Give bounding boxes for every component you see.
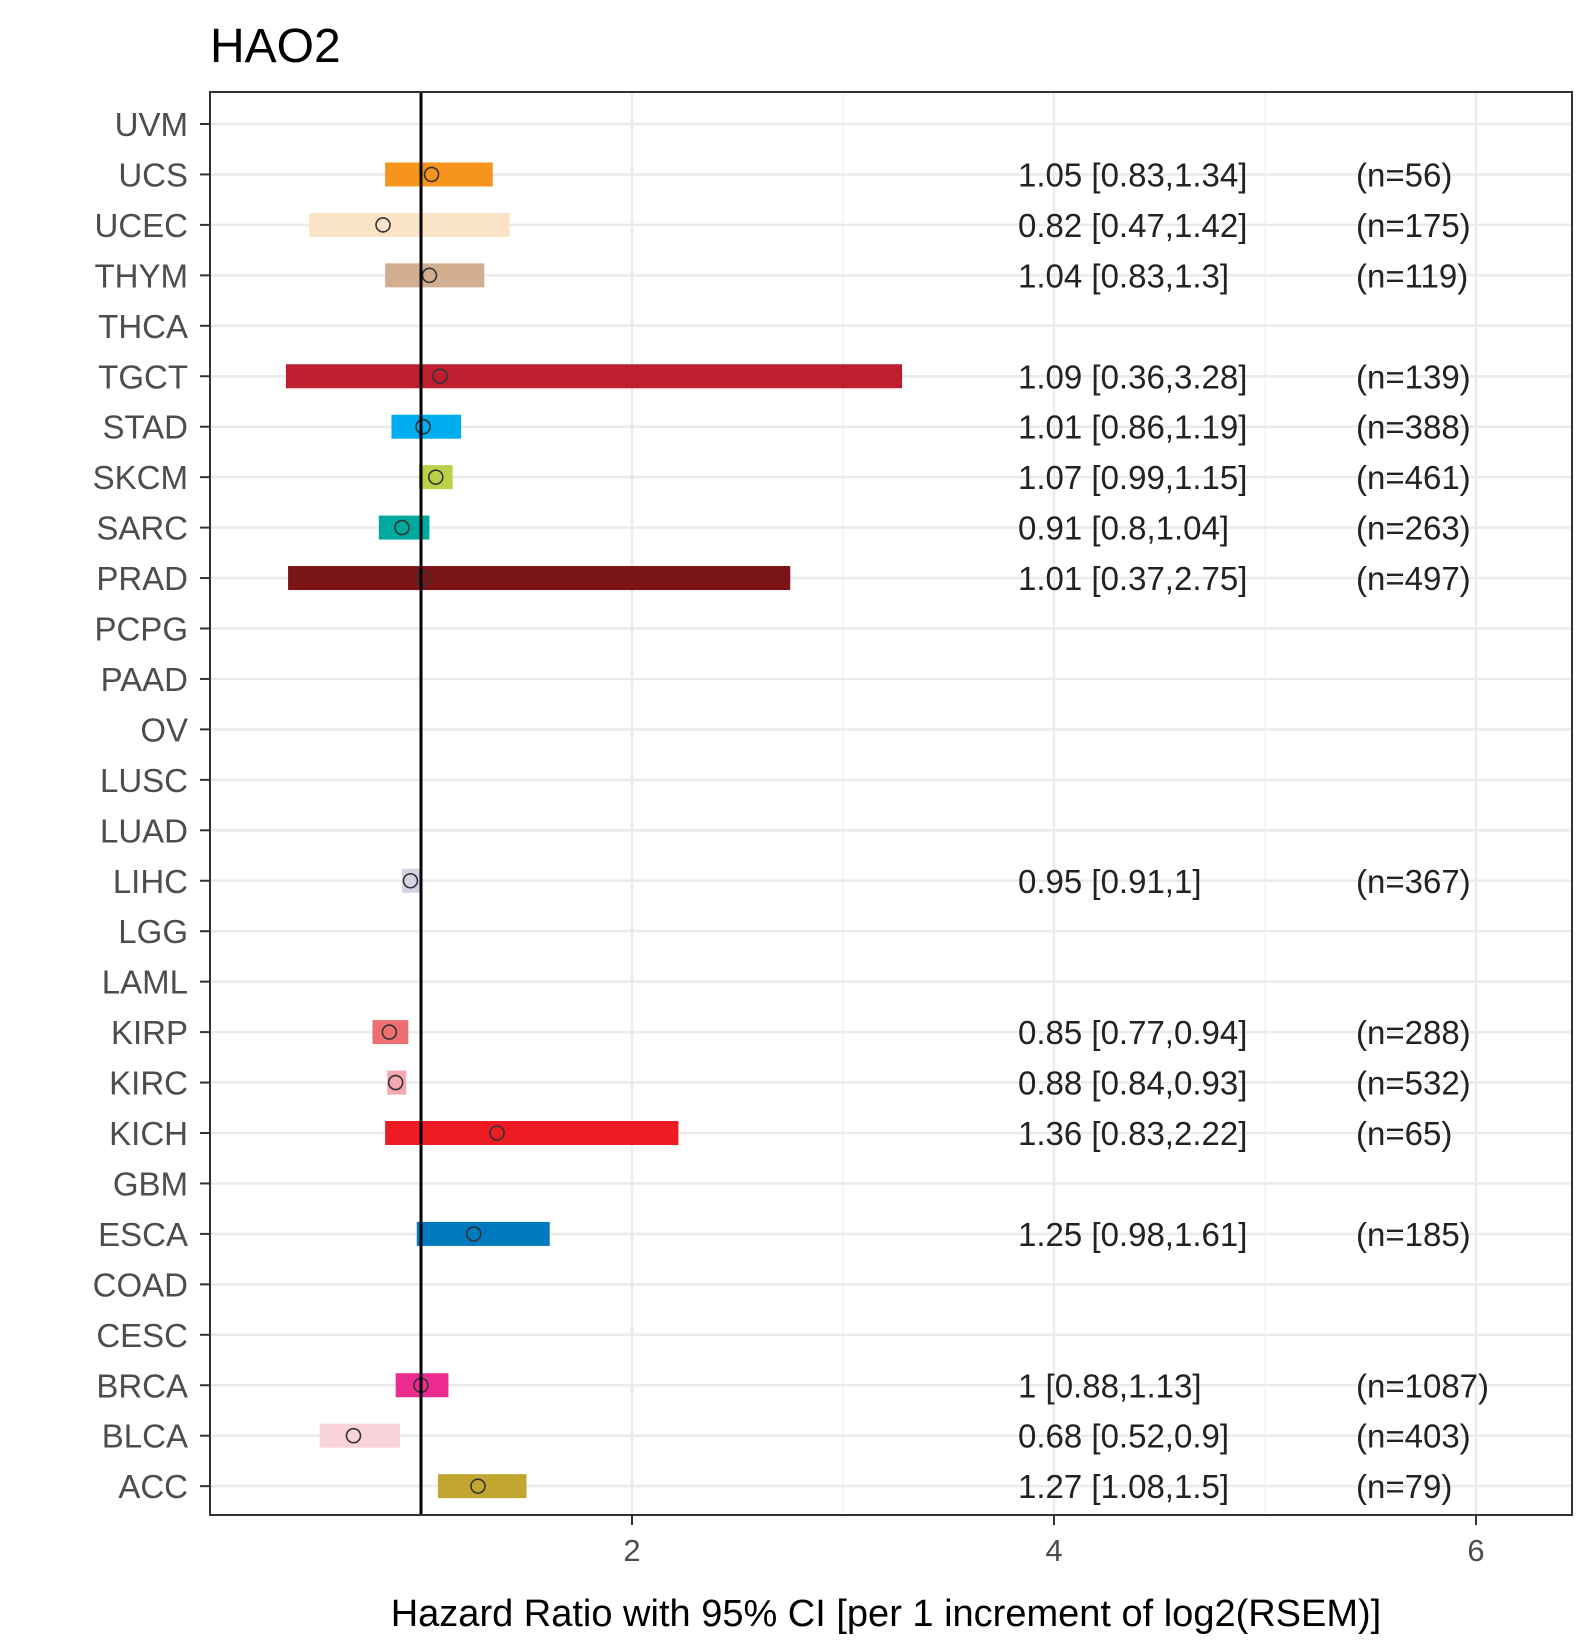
hr-ci-label: 1.05 [0.83,1.34] bbox=[1018, 156, 1247, 193]
hr-ci-label: 0.68 [0.52,0.9] bbox=[1018, 1418, 1229, 1455]
y-tick-label: LUSC bbox=[100, 762, 188, 799]
x-axis-label: Hazard Ratio with 95% CI [per 1 incremen… bbox=[391, 1593, 1382, 1635]
hr-ci-label: 1.01 [0.86,1.19] bbox=[1018, 409, 1247, 446]
hr-point-acc bbox=[470, 1478, 486, 1494]
x-tick-label: 4 bbox=[1045, 1533, 1062, 1568]
hr-point-kirp bbox=[381, 1024, 398, 1040]
hr-point-lihc bbox=[402, 872, 419, 889]
ci-bar-kich bbox=[385, 1121, 679, 1145]
y-tick-label: OV bbox=[140, 711, 188, 748]
hr-point-kirc bbox=[387, 1074, 404, 1091]
plot-layer: 1.05 [0.83,1.34] (n=56) 0.82 [0.47,1.42] (n… bbox=[93, 91, 1573, 1568]
x-tick-label: 2 bbox=[623, 1533, 640, 1568]
hr-point-skcm bbox=[427, 469, 444, 485]
y-tick-label: KIRP bbox=[111, 1014, 188, 1051]
ci-bar-stad bbox=[391, 414, 462, 439]
y-tick-label: UCS bbox=[118, 156, 188, 193]
hr-point-stad bbox=[415, 418, 431, 435]
y-tick-label: THCA bbox=[98, 308, 188, 345]
sample-size-label: (n=497) bbox=[1356, 560, 1471, 597]
sample-size-label: (n=367) bbox=[1356, 863, 1471, 900]
ci-bar-kirp bbox=[372, 1020, 409, 1045]
y-tick-label: LAML bbox=[102, 964, 188, 1001]
sample-size-label: (n=532) bbox=[1356, 1065, 1471, 1102]
hr-ci-label: 0.91 [0.8,1.04] bbox=[1018, 510, 1229, 547]
hr-ci-label: 1 [0.88,1.13] bbox=[1018, 1367, 1201, 1404]
hr-point-ucec bbox=[375, 217, 391, 233]
hr-ci-label: 1.36 [0.83,2.22] bbox=[1018, 1115, 1247, 1152]
sample-size-label: (n=263) bbox=[1356, 510, 1471, 547]
y-tick-label: PAAD bbox=[101, 661, 188, 698]
sample-size-label: (n=403) bbox=[1356, 1418, 1471, 1455]
hr-point-blca bbox=[345, 1427, 362, 1444]
sample-size-label: (n=461) bbox=[1356, 459, 1471, 496]
sample-size-label: (n=288) bbox=[1356, 1014, 1471, 1051]
y-tick-label: THYM bbox=[95, 257, 189, 294]
ci-bar-tgct bbox=[285, 364, 903, 389]
y-tick-label: LUAD bbox=[100, 812, 188, 849]
hr-ci-label: 1.04 [0.83,1.3] bbox=[1018, 257, 1229, 294]
y-tick-label: GBM bbox=[113, 1165, 188, 1202]
ci-bar-esca bbox=[416, 1221, 550, 1246]
y-tick-label: LGG bbox=[118, 913, 188, 950]
plot-border bbox=[209, 91, 1573, 1516]
ci-bar-thym bbox=[385, 263, 485, 288]
y-tick-label: SKCM bbox=[93, 459, 188, 496]
hr-point-kich bbox=[489, 1125, 505, 1141]
hr-ci-label: 1.25 [0.98,1.61] bbox=[1018, 1216, 1247, 1253]
hr-point-tgct bbox=[432, 368, 448, 385]
hr-ci-label: 0.82 [0.47,1.42] bbox=[1018, 207, 1247, 244]
y-tick-label: PCPG bbox=[94, 611, 188, 648]
hr-ci-label: 1.01 [0.37,2.75] bbox=[1018, 560, 1247, 597]
y-tick-label: BRCA bbox=[96, 1367, 188, 1404]
hr-point-prad bbox=[415, 570, 431, 586]
y-tick-label: LIHC bbox=[113, 863, 188, 900]
hr-point-ucs bbox=[423, 166, 440, 183]
hr-ci-label: 1.27 [1.08,1.5] bbox=[1018, 1468, 1229, 1505]
hr-ci-label: 0.95 [0.91,1] bbox=[1018, 863, 1201, 900]
hr-ci-label: 0.88 [0.84,0.93] bbox=[1018, 1065, 1247, 1102]
sample-size-label: (n=1087) bbox=[1356, 1367, 1489, 1404]
hr-point-esca bbox=[465, 1226, 482, 1242]
sample-size-label: (n=119) bbox=[1356, 257, 1468, 294]
chart-title: HAO2 bbox=[210, 20, 341, 73]
y-tick-label: SARC bbox=[96, 510, 188, 547]
hr-ci-label: 0.85 [0.77,0.94] bbox=[1018, 1014, 1247, 1051]
y-tick-label: PRAD bbox=[96, 560, 188, 597]
x-tick-label: 6 bbox=[1467, 1533, 1484, 1568]
sample-size-label: (n=139) bbox=[1356, 358, 1471, 395]
sample-size-label: (n=388) bbox=[1356, 409, 1471, 446]
sample-size-label: (n=175) bbox=[1356, 207, 1471, 244]
ci-bar-acc bbox=[437, 1474, 527, 1499]
sample-size-label: (n=79) bbox=[1356, 1468, 1452, 1505]
ci-bar-ucec bbox=[309, 212, 510, 237]
y-tick-label: BLCA bbox=[102, 1418, 188, 1455]
hr-ci-label: 1.09 [0.36,3.28] bbox=[1018, 358, 1247, 395]
y-tick-label: UCEC bbox=[94, 207, 188, 244]
sample-size-label: (n=56) bbox=[1356, 156, 1452, 193]
y-tick-label: CESC bbox=[96, 1317, 188, 1354]
y-tick-label: ACC bbox=[118, 1468, 188, 1505]
ci-bar-skcm bbox=[418, 465, 453, 490]
sample-size-label: (n=65) bbox=[1356, 1115, 1452, 1152]
y-tick-label: KICH bbox=[109, 1115, 188, 1152]
y-tick-label: COAD bbox=[93, 1266, 188, 1303]
sample-size-label: (n=185) bbox=[1356, 1216, 1471, 1253]
hr-point-sarc bbox=[394, 519, 410, 536]
y-tick-label: KIRC bbox=[109, 1065, 188, 1102]
ci-bar-prad bbox=[288, 566, 791, 591]
y-tick-label: TGCT bbox=[98, 358, 188, 395]
hr-ci-label: 1.07 [0.99,1.15] bbox=[1018, 459, 1247, 496]
y-tick-label: UVM bbox=[115, 106, 188, 143]
y-tick-label: STAD bbox=[102, 409, 188, 446]
plot-panel bbox=[210, 92, 1572, 1515]
y-tick-label: ESCA bbox=[98, 1216, 188, 1253]
